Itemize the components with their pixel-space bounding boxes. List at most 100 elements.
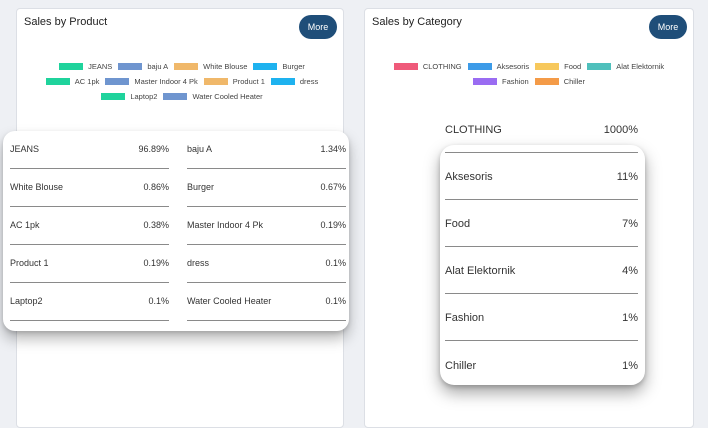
legend-swatch — [118, 62, 143, 70]
legend-swatch — [473, 77, 498, 85]
category-legend-item[interactable]: Aksesoris — [467, 59, 530, 73]
product-legend-item[interactable]: Master Indoor 4 Pk — [105, 74, 198, 88]
product-row: Master Indoor 4 Pk 0.19% — [187, 207, 346, 245]
legend-swatch — [163, 92, 188, 100]
category-name: Chiller — [445, 359, 477, 372]
legend-label: JEANS — [88, 61, 113, 71]
product-row: Water Cooled Heater 0.1% — [187, 283, 346, 321]
legend-label: White Blouse — [203, 61, 248, 71]
category-list: CLOTHING 1000% Aksesoris 11% Food 7% Alat Elek… — [445, 106, 638, 388]
legend-swatch — [467, 62, 492, 70]
product-name: Product 1 — [10, 257, 49, 268]
product-row: White Blouse 0.86% — [10, 169, 169, 207]
product-popup-panel: JEANS 96.89% White Blouse 0.86% AC 1pk 0.38% P… — [3, 131, 349, 331]
legend-label: Fashion — [502, 76, 529, 86]
product-value: 0.1% — [148, 295, 169, 306]
category-name: CLOTHING — [445, 124, 502, 136]
legend-swatch — [535, 62, 560, 70]
legend-label: dress — [299, 76, 319, 86]
product-name: Burger — [187, 181, 215, 192]
legend-label: Water Cooled Heater — [192, 91, 263, 101]
product-row: dress 0.1% — [187, 245, 346, 283]
legend-swatch — [105, 77, 130, 85]
category-legend-item[interactable]: Alat Elektornik — [587, 59, 664, 73]
category-legend-item[interactable]: CLOTHING — [393, 59, 462, 73]
product-name: baju A — [187, 143, 213, 154]
category-value: 11% — [616, 171, 638, 183]
category-popup-panel — [440, 145, 645, 385]
category-name: Fashion — [445, 312, 485, 324]
product-legend-item[interactable]: JEANS — [59, 59, 112, 73]
category-legend-item[interactable]: Food — [535, 59, 581, 73]
category-name: Food — [445, 218, 471, 230]
product-legend-item[interactable]: Laptop2 — [101, 89, 157, 103]
category-row: Alat Elektornik 4% — [445, 247, 638, 294]
category-name: Alat Elektornik — [445, 265, 516, 277]
product-name: Water Cooled Heater — [187, 295, 272, 306]
product-value: 96.89% — [138, 143, 169, 154]
category-value: 7% — [622, 218, 638, 230]
legend-label: Chiller — [563, 76, 585, 86]
product-row: Product 1 0.19% — [10, 245, 169, 283]
product-legend-item[interactable]: Water Cooled Heater — [163, 89, 263, 103]
product-value: 1.34% — [320, 143, 346, 154]
legend-swatch — [203, 77, 228, 85]
product-value: 0.1% — [325, 257, 346, 268]
category-legend: CLOTHING Aksesoris Food Alat Elektornik Fash… — [379, 59, 679, 88]
sales-by-category-title: Sales by Category — [372, 16, 462, 28]
category-row: Chiller 1% — [445, 341, 638, 388]
product-name: White Blouse — [10, 181, 64, 192]
legend-label: Master Indoor 4 Pk — [134, 76, 198, 86]
category-value: 1% — [622, 359, 638, 372]
category-value: 1000% — [603, 124, 638, 136]
category-legend-item[interactable]: Chiller — [534, 74, 585, 88]
product-legend-item[interactable]: baju A — [118, 59, 168, 73]
product-legend: JEANS baju A White Blouse Burger AC 1pk Maste… — [33, 59, 331, 103]
product-name: JEANS — [10, 143, 40, 154]
legend-label: Burger — [282, 61, 305, 71]
legend-swatch — [174, 62, 199, 70]
product-name: Laptop2 — [10, 295, 43, 306]
product-value: 0.67% — [320, 181, 346, 192]
product-legend-item[interactable]: AC 1pk — [45, 74, 100, 88]
category-row: Fashion 1% — [445, 294, 638, 341]
category-row: Aksesoris 11% — [445, 153, 638, 200]
product-row: Laptop2 0.1% — [10, 283, 169, 321]
product-value: 0.19% — [143, 257, 169, 268]
category-row: CLOTHING 1000% — [445, 106, 638, 153]
product-legend-item[interactable]: Product 1 — [203, 74, 265, 88]
product-row: Burger 0.67% — [187, 169, 346, 207]
product-name: dress — [187, 257, 210, 268]
category-row: Food 7% — [445, 200, 638, 247]
product-name: AC 1pk — [10, 219, 40, 230]
product-legend-item[interactable]: White Blouse — [174, 59, 247, 73]
category-legend-item[interactable]: Fashion — [473, 74, 529, 88]
product-legend-item[interactable]: Burger — [253, 59, 305, 73]
legend-swatch — [587, 62, 612, 70]
category-value: 4% — [622, 265, 638, 277]
product-value: 0.38% — [143, 219, 169, 230]
legend-swatch — [45, 77, 70, 85]
product-value: 0.19% — [320, 219, 346, 230]
product-row: JEANS 96.89% — [10, 131, 169, 169]
product-legend-item[interactable]: dress — [270, 74, 319, 88]
category-more-button[interactable]: More — [649, 15, 687, 39]
legend-label: Alat Elektornik — [616, 61, 665, 71]
legend-label: AC 1pk — [74, 76, 100, 86]
legend-label: baju A — [147, 61, 169, 71]
legend-label: Aksesoris — [496, 61, 530, 71]
product-value: 0.86% — [143, 181, 169, 192]
legend-swatch — [534, 77, 559, 85]
sales-by-product-title: Sales by Product — [24, 16, 108, 28]
legend-swatch — [253, 62, 278, 70]
legend-label: Food — [564, 61, 582, 71]
product-more-button[interactable]: More — [299, 15, 337, 39]
legend-label: Product 1 — [232, 76, 265, 86]
category-name: Aksesoris — [445, 171, 493, 183]
product-row: AC 1pk 0.38% — [10, 207, 169, 245]
legend-swatch — [270, 77, 295, 85]
product-value: 0.1% — [325, 295, 346, 306]
legend-label: Laptop2 — [130, 91, 158, 101]
legend-swatch — [101, 92, 126, 100]
legend-swatch — [59, 62, 84, 70]
